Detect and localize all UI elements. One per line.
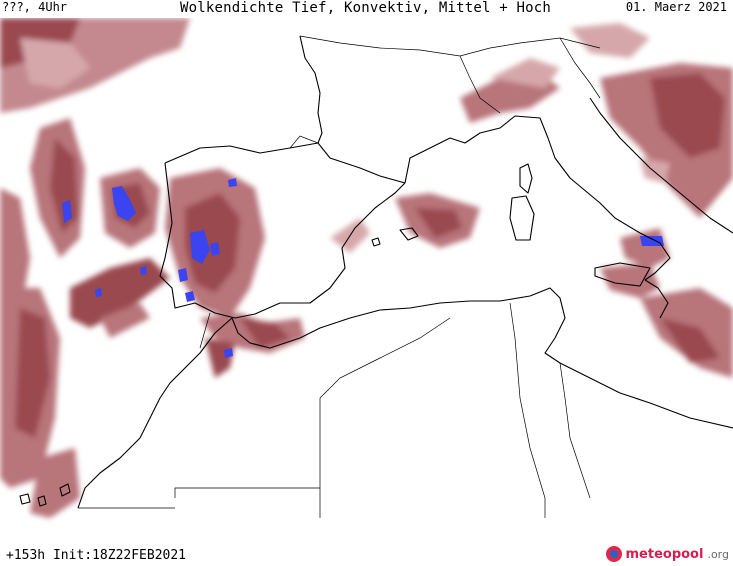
meteopool-logo[interactable]: meteopool .org: [605, 544, 729, 564]
cloud-cover-map: [0, 18, 733, 518]
forecast-date: 01. Maerz 2021: [625, 0, 727, 14]
forecast-run-label: +153h Init:18Z22FEB2021: [6, 548, 187, 563]
brand-tld: .org: [707, 547, 729, 561]
cloud-cover-layer: [0, 18, 733, 518]
coastlines: [19, 35, 733, 509]
weekday-time-label: ???, 4Uhr: [2, 0, 68, 14]
country-borders: [78, 35, 601, 518]
meteopool-logo-icon: [605, 546, 622, 562]
convective-cells: [62, 178, 664, 358]
map-footer: +153h Init:18Z22FEB2021 meteopool .org: [0, 526, 733, 566]
map-header: ???, 4Uhr Wolkendichte Tief, Konvektiv, …: [0, 0, 733, 18]
map-title: Wolkendichte Tief, Konvektiv, Mittel + H…: [180, 0, 552, 16]
brand-name: meteopool: [625, 546, 704, 562]
